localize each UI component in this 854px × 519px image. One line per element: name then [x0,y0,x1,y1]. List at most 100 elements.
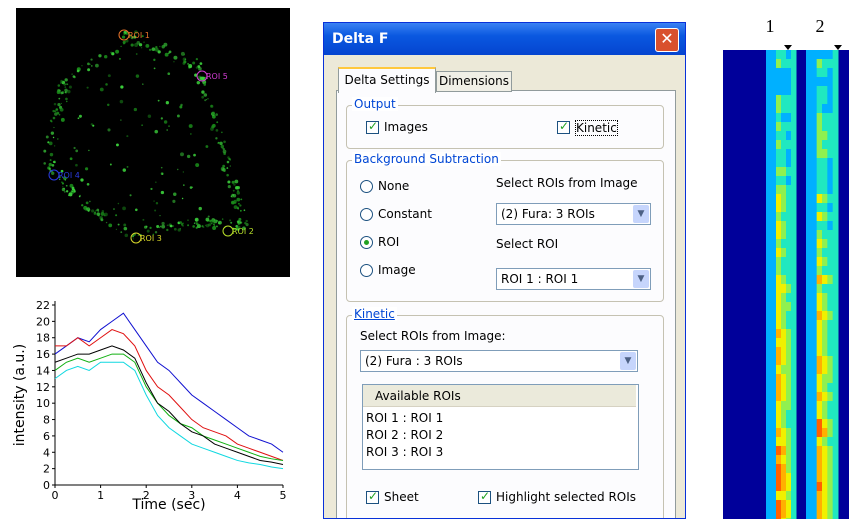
kymo-cell [817,167,823,177]
kymo-cell [827,482,833,492]
kymo-cell [786,230,792,240]
kymo-cell [791,320,797,330]
kymo-cell [811,365,817,375]
cell-speck [126,135,128,137]
kymo-cell [791,437,797,447]
cell-speck [95,210,96,211]
cell-speck [240,199,242,201]
cell-speck [89,201,91,203]
cell-speck [168,125,170,127]
cell-speck [72,187,75,190]
kymo-cell [817,176,823,186]
kymo-cell [791,392,797,402]
kymo-cell [827,347,833,357]
kymo-cell [822,230,828,240]
close-button[interactable]: ✕ [655,28,679,52]
dropdown[interactable]: (2) Fura : 3 ROIs▼ [360,350,638,372]
kymo-cell [827,275,833,285]
kymo-cell [786,77,792,87]
field-label: Select ROIs from Image [496,176,638,190]
list-header: Available ROIs [363,385,636,407]
tab[interactable]: Dimensions [436,71,512,92]
kymo-cell [771,311,777,321]
kymo-cell [786,257,792,267]
kymo-cell [771,347,777,357]
cell-speck [211,125,214,128]
kymo-cell [791,491,797,501]
cell-speck [167,72,170,75]
y-tick-label: 10 [36,397,50,410]
cell-speck [75,164,78,167]
radio-button[interactable] [360,208,373,221]
kymo-cell [806,131,812,141]
kymo-cell [776,329,782,339]
kymo-cell [786,374,792,384]
cell-speck [106,222,107,223]
kymo-cell [766,482,772,492]
cell-speck [69,192,73,196]
checkbox[interactable]: ✓ [366,121,379,134]
kymo-cell [817,446,823,456]
checkbox[interactable]: ✓ [557,121,570,134]
kymo-cell [771,464,777,474]
kymo-cell [822,455,828,465]
dropdown[interactable]: ROI 1 : ROI 1▼ [496,268,651,290]
kymo-cell [766,464,772,474]
cell-speck [238,203,240,205]
radio-button[interactable] [360,264,373,277]
kymo-cell [786,266,792,276]
kymo-cell [833,131,839,141]
cell-speck [149,49,151,51]
radio-button[interactable] [360,180,373,193]
kymo-cell [817,239,823,249]
checkbox[interactable]: ✓ [478,491,491,504]
field-label: Select ROI [496,237,558,251]
kymo-cell [776,365,782,375]
kymo-cell [822,95,828,105]
kymo-cell [776,167,782,177]
kymo-cell [781,464,787,474]
kymo-cell [822,131,828,141]
kymo-cell [817,491,823,501]
kymo-cell [786,437,792,447]
kymo-cell [771,284,777,294]
cell-speck [91,123,93,125]
kymo-cell [822,248,828,258]
kymo-cell [827,59,833,69]
kymo-cell [786,95,792,105]
kymo-cell [781,482,787,492]
kymo-cell [827,509,833,519]
kymo-cell [766,113,772,123]
kymo-cell [822,410,828,420]
cell-speck [148,114,151,117]
kymo-cell [771,365,777,375]
radio-button[interactable] [360,236,373,249]
cell-speck [155,181,156,182]
kymo-cell [781,320,787,330]
kymo-cell [833,383,839,393]
cell-speck [108,223,112,227]
cell-speck [170,225,173,228]
cell-speck [168,52,169,53]
kymo-cell [786,131,792,141]
kymo-cell [833,248,839,258]
cell-speck [123,43,125,45]
kymo-cell [771,68,777,78]
cell-speck [79,196,81,198]
cell-speck [53,137,54,138]
kymo-cell [811,221,817,231]
cell-speck [233,190,235,192]
kymo-cell [827,77,833,87]
cell-speck [152,47,156,51]
dropdown[interactable]: (2) Fura: 3 ROIs▼ [496,203,651,225]
kymo-cell [811,302,817,312]
checkbox[interactable]: ✓ [366,491,379,504]
tab[interactable]: Delta Settings [338,67,436,93]
kymo-cell [833,428,839,438]
kymo-cell [817,320,823,330]
kymo-cell [806,257,812,267]
y-tick-label: 2 [43,463,50,476]
kymo-cell [827,221,833,231]
kymo-cell [827,104,833,114]
kymo-cell [817,302,823,312]
